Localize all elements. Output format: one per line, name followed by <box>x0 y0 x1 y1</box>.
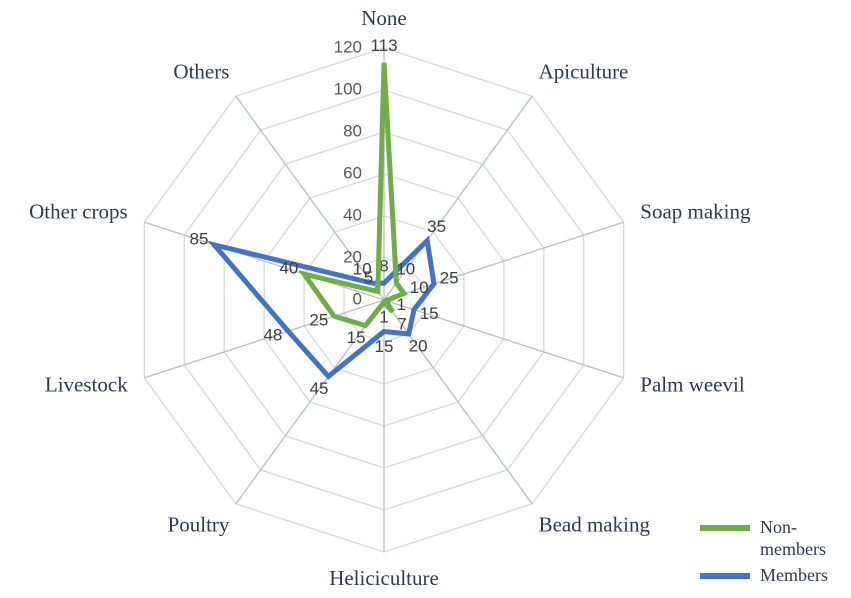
category-label: Poultry <box>168 512 230 536</box>
data-label: 1 <box>379 308 388 327</box>
data-label: 20 <box>409 336 428 355</box>
legend: Non-members Members <box>700 516 850 590</box>
legend-item: Members <box>700 564 850 586</box>
spoke <box>383 221 624 301</box>
data-label: 10 <box>353 260 372 279</box>
series-line <box>207 235 437 380</box>
r-tick-label: 40 <box>343 205 362 224</box>
data-label: 40 <box>279 259 298 278</box>
data-label: 8 <box>379 257 388 276</box>
r-tick-label: 100 <box>334 79 362 98</box>
data-label: 35 <box>427 217 446 236</box>
series-line <box>298 62 408 329</box>
data-label: 10 <box>396 260 415 279</box>
r-tick-label: 120 <box>334 37 362 56</box>
r-tick-label: 0 <box>353 289 362 308</box>
category-label: Other crops <box>29 199 128 223</box>
spoke <box>235 299 385 505</box>
data-label: 15 <box>375 337 394 356</box>
category-label: Heliciculture <box>329 566 439 590</box>
spoke <box>144 299 385 379</box>
category-label: Palm weevil <box>640 372 745 396</box>
legend-label: Non-members <box>760 517 826 559</box>
data-label: 7 <box>397 314 406 333</box>
legend-item: Non-members <box>700 516 850 560</box>
data-label: 5 <box>364 268 373 287</box>
r-tick-label: 60 <box>343 163 362 182</box>
category-label: Livestock <box>45 372 128 396</box>
data-label: 48 <box>263 326 282 345</box>
data-label: 10 <box>410 278 429 297</box>
r-tick-label: 80 <box>343 121 362 140</box>
data-label: 15 <box>347 328 366 347</box>
legend-swatch <box>700 525 750 531</box>
data-label: 25 <box>440 268 459 287</box>
category-label: Others <box>173 59 229 83</box>
category-label: Bead making <box>539 512 651 536</box>
data-label: 1 <box>396 295 405 314</box>
spoke <box>144 221 385 301</box>
legend-label: Members <box>760 565 828 585</box>
category-label: None <box>361 6 407 30</box>
data-label: 113 <box>370 36 397 55</box>
spoke <box>235 95 385 301</box>
category-label: Apiculture <box>539 59 629 83</box>
spoke <box>383 95 533 301</box>
spoke <box>383 299 624 379</box>
data-label: 45 <box>310 379 329 398</box>
legend-swatch <box>700 573 750 579</box>
data-label: 15 <box>420 304 439 323</box>
category-label: Soap making <box>640 199 751 223</box>
r-tick-label: 20 <box>343 247 362 266</box>
data-label: 25 <box>309 311 328 330</box>
data-label: 85 <box>190 229 209 248</box>
